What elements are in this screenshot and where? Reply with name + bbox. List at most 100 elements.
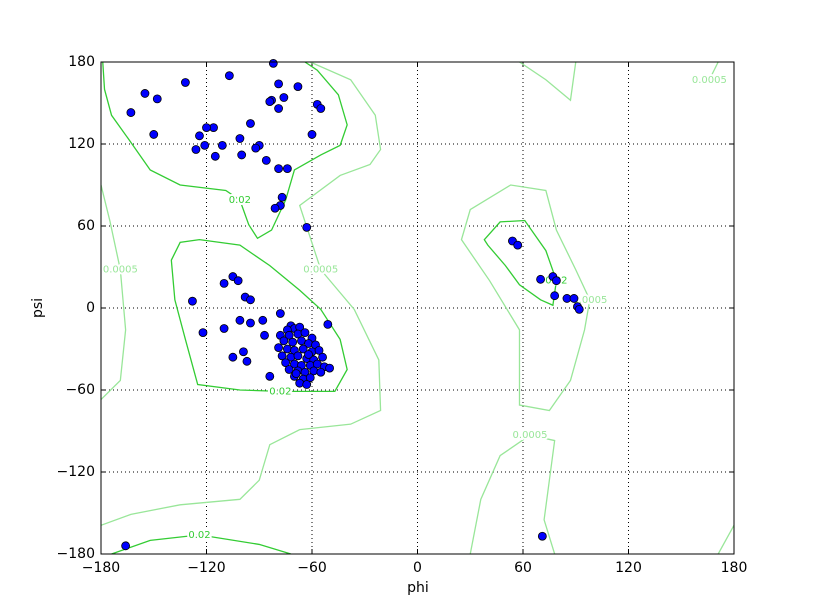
point [260, 330, 269, 340]
contour-label: 0.0005 [692, 75, 727, 86]
contour-label: 0.02 [188, 530, 210, 541]
point [126, 108, 136, 117]
contour-line [519, 62, 577, 102]
point [274, 104, 283, 113]
point [246, 295, 255, 305]
point [265, 371, 275, 381]
y-axis-label: psi [30, 298, 46, 318]
point [305, 373, 315, 383]
x-tick-label: 120 [615, 560, 642, 576]
point [314, 345, 324, 355]
point [235, 315, 245, 325]
point [265, 97, 275, 107]
point [325, 363, 334, 373]
point [552, 276, 561, 286]
point [202, 123, 211, 132]
point [288, 337, 298, 347]
point [219, 324, 229, 333]
point [233, 276, 243, 286]
contour-label: 0.02 [269, 386, 291, 397]
point [180, 78, 190, 87]
point [569, 294, 579, 303]
point [284, 330, 294, 340]
point [323, 319, 333, 329]
point [295, 378, 305, 388]
point [274, 164, 283, 174]
point [537, 531, 547, 541]
point [198, 328, 208, 338]
point [282, 164, 292, 174]
point [200, 140, 210, 150]
point [316, 367, 326, 377]
point [235, 134, 245, 143]
point [274, 343, 283, 353]
point [513, 240, 523, 250]
point [242, 356, 252, 366]
point [536, 274, 545, 284]
contour-label: 0.02 [229, 195, 251, 206]
point [261, 155, 271, 165]
point [298, 344, 308, 354]
point [284, 365, 294, 374]
point [258, 315, 268, 325]
point [302, 222, 312, 232]
point [224, 71, 234, 81]
contour-line [717, 524, 734, 554]
contour-line [101, 62, 382, 526]
x-tick-label: −180 [82, 560, 120, 576]
point [268, 58, 278, 68]
point [228, 352, 238, 362]
y-tick-label: 0 [86, 300, 95, 316]
point [140, 89, 150, 98]
point [318, 352, 327, 362]
contour-line [460, 184, 591, 412]
x-tick-label: 0 [413, 560, 422, 576]
point [279, 336, 289, 346]
point [307, 130, 317, 139]
contour-line [708, 62, 719, 81]
contour-label: 0.0005 [103, 265, 138, 276]
point [246, 119, 255, 128]
x-tick-label: −60 [297, 560, 327, 576]
point [550, 291, 560, 301]
plot-frame [100, 61, 735, 555]
point [152, 94, 162, 104]
contour-line [469, 434, 556, 554]
point [300, 328, 310, 338]
contour-label: 0.0005 [513, 430, 548, 441]
y-tick-label: −60 [65, 382, 95, 398]
point [149, 130, 159, 139]
point [282, 344, 292, 354]
point [274, 79, 283, 89]
point [270, 203, 280, 213]
point [217, 140, 227, 150]
point [219, 278, 229, 288]
point [237, 150, 247, 160]
y-tick-label: 60 [77, 218, 95, 234]
point [239, 347, 248, 357]
point [316, 104, 326, 113]
point [246, 318, 255, 328]
point [188, 296, 197, 306]
point [304, 350, 313, 359]
point [277, 192, 287, 202]
point [293, 351, 303, 361]
y-tick-label: −120 [57, 464, 95, 480]
point [574, 304, 584, 314]
point [279, 93, 289, 102]
point [291, 369, 301, 379]
point [281, 358, 291, 368]
x-tick-label: 180 [721, 560, 748, 576]
contour-line [170, 239, 348, 393]
contour-line [111, 534, 292, 554]
y-tick-label: 180 [68, 54, 95, 70]
y-tick-label: −180 [57, 546, 95, 562]
contour-line [483, 219, 558, 307]
point [277, 351, 287, 361]
point [191, 145, 201, 154]
point [251, 143, 261, 153]
y-tick-label: 120 [68, 136, 95, 152]
x-tick-label: −120 [187, 560, 225, 576]
